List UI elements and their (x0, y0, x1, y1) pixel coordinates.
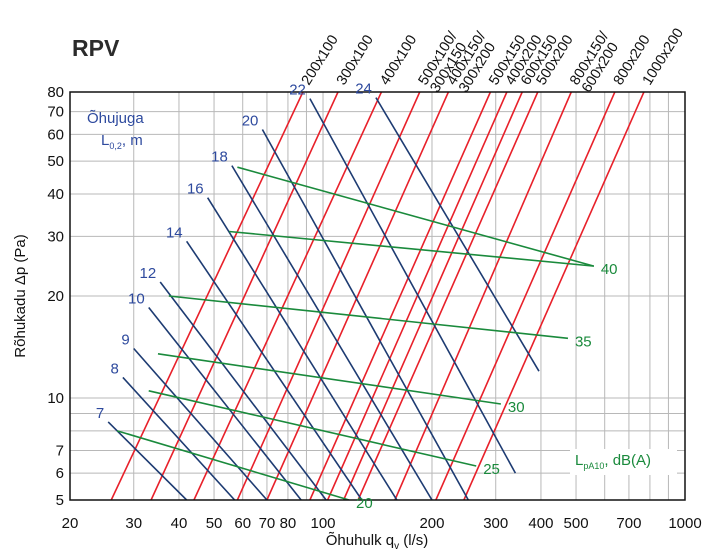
duct-size-line (394, 92, 572, 500)
y-tick-label: 80 (47, 84, 64, 101)
plot-frame (69, 91, 686, 501)
duct-size-line (236, 92, 421, 500)
tick-labels: 20 30 40 50 60 70 80 100 200 300 400 500 700 10005671… (47, 84, 701, 532)
sound-level-lines (116, 166, 595, 500)
duct-size-label: 1000x200 (640, 26, 687, 89)
throw-unit-suffix: , m (122, 132, 143, 149)
duct-size-line (150, 92, 339, 500)
sound-unit-suffix: , dB(A) (604, 452, 651, 469)
throw-label: 14 (166, 224, 183, 241)
duct-size-line (110, 92, 304, 500)
throw-unit-symbol: L (101, 132, 109, 149)
throw-title: Õhujuga (87, 110, 144, 127)
throw-line (159, 281, 327, 500)
y-axis-label: Rõhukadu Δp (Pa) (12, 234, 29, 357)
x-tick-label: 70 (259, 515, 276, 532)
x-tick-label: 200 (419, 515, 444, 532)
duct-size-line (266, 92, 450, 500)
sound-level-label: 35 (575, 333, 592, 350)
x-tick-label: 1000 (668, 515, 701, 532)
sound-level-line (168, 295, 569, 340)
duct-size-label: 400x100 (377, 32, 420, 88)
throw-label: 24 (355, 81, 372, 98)
sound-unit-subscript: pA10 (583, 461, 604, 471)
duct-size-line (357, 92, 539, 500)
x-tick-label: 500 (564, 515, 589, 532)
sound-level-label: 25 (483, 461, 500, 478)
x-tick-label: 700 (616, 515, 641, 532)
y-tick-label: 30 (47, 228, 64, 245)
x-tick-label: 80 (280, 515, 297, 532)
sound-unit-bg (570, 449, 677, 475)
x-tick-label: 300 (483, 515, 508, 532)
throw-label: 20 (242, 113, 259, 130)
y-tick-label: 60 (47, 126, 64, 143)
x-tick-label: 100 (311, 515, 336, 532)
y-tick-label: 40 (47, 186, 64, 203)
throw-label: 16 (187, 181, 204, 198)
throw-label: 12 (140, 265, 157, 282)
duct-size-line (342, 92, 523, 500)
y-tick-label: 10 (47, 390, 64, 407)
sound-level-label: 30 (508, 399, 525, 416)
throw-line (148, 306, 302, 500)
x-axis-label-unit: (l/s) (399, 532, 428, 549)
throw-lines (107, 97, 540, 500)
x-tick-label: 60 (234, 515, 251, 532)
y-tick-label: 6 (56, 465, 64, 482)
throw-line (309, 98, 517, 474)
sound-level-label: 20 (356, 495, 373, 512)
sound-level-line (148, 390, 477, 467)
throw-label: 7 (96, 405, 104, 422)
throw-line (231, 165, 433, 500)
grid (70, 92, 685, 500)
throw-line (375, 97, 540, 372)
x-axis-label-main: Õhuhulk q (326, 532, 394, 549)
y-tick-label: 70 (47, 104, 64, 121)
throw-line (122, 376, 236, 500)
throw-unit: L0,2, m (101, 132, 143, 151)
throw-label: 18 (211, 149, 228, 166)
duct-size-label: 800x150/600x200 (567, 28, 625, 95)
y-tick-label: 5 (56, 492, 64, 509)
duct-size-line (326, 92, 508, 500)
sound-level-line (116, 430, 350, 500)
duct-size-line (193, 92, 383, 500)
x-tick-label: 20 (62, 515, 79, 532)
duct-size-line (309, 92, 492, 500)
chart-title: RPV (72, 35, 120, 61)
sound-unit-symbol: L (575, 452, 583, 469)
throw-unit-subscript: 0,2 (109, 141, 122, 151)
x-axis-label-sub: v (394, 541, 399, 552)
x-tick-label: 40 (171, 515, 188, 532)
y-tick-label: 50 (47, 153, 64, 170)
x-tick-label: 30 (125, 515, 142, 532)
throw-label: 10 (128, 290, 145, 307)
duct-size-line (435, 92, 616, 500)
throw-label: 9 (121, 331, 129, 348)
duct-size-line (463, 92, 645, 500)
throw-line (206, 197, 398, 500)
throw-label: 22 (289, 82, 306, 99)
sound-level-label: 40 (601, 261, 618, 278)
sound-level-line (228, 230, 594, 267)
throw-line (107, 421, 188, 500)
duct-size-lines (110, 92, 645, 500)
throw-line (261, 129, 470, 500)
sound-level-line (157, 353, 501, 405)
y-tick-label: 7 (56, 442, 64, 459)
throw-label: 8 (111, 360, 119, 377)
sound-unit: LpA10, dB(A) (575, 452, 651, 471)
throw-line (133, 347, 268, 500)
x-axis-label: Õhuhulk qv (l/s) (326, 532, 429, 552)
x-tick-label: 400 (528, 515, 553, 532)
x-tick-label: 50 (206, 515, 223, 532)
y-tick-label: 20 (47, 288, 64, 305)
sound-level-line (237, 166, 595, 267)
